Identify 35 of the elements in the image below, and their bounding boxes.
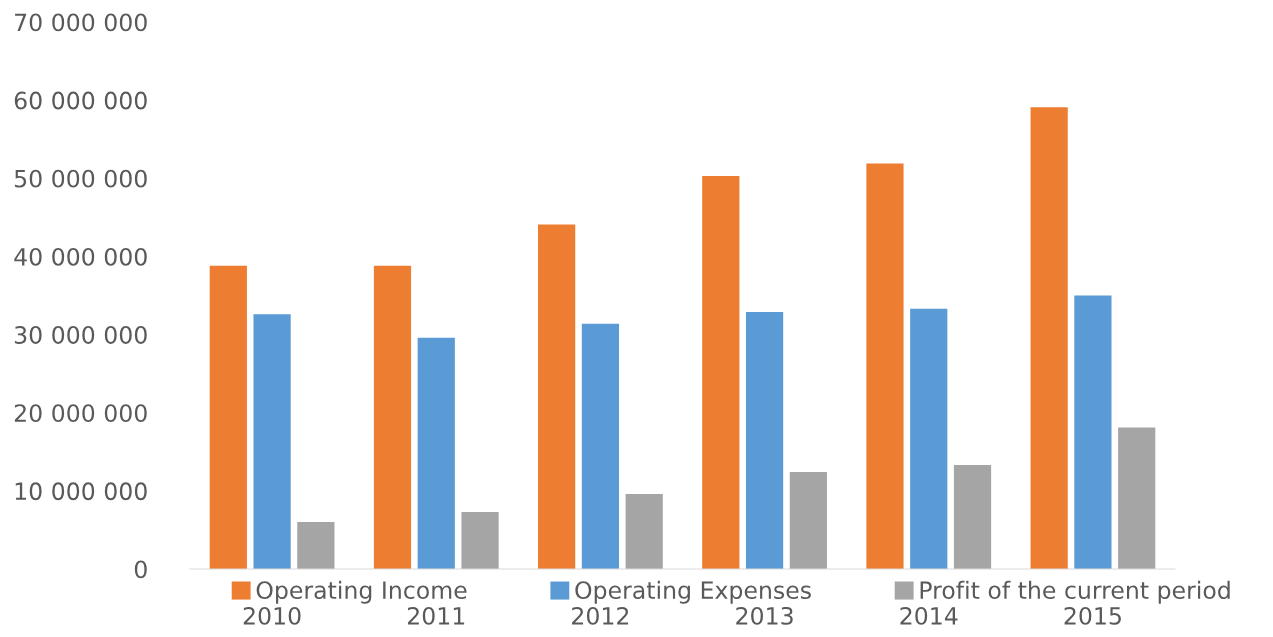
bar [373,265,412,569]
bar [581,323,620,569]
bar [625,493,663,569]
bar [745,311,784,569]
x-tick-label: 2015 [1064,606,1121,625]
bar [417,337,455,569]
bar [1118,427,1156,569]
y-tick-label: 10 000 000 [15,482,147,501]
x-tick-label: 2014 [900,606,958,625]
y-tick-label: 60 000 000 [14,91,147,110]
y-tick-label: 0 [134,560,147,579]
bar [702,175,740,569]
bar [1030,107,1068,569]
y-tick-label: 50 000 000 [14,169,147,188]
y-tick-label: 40 000 000 [14,247,147,266]
y-tick-label: 20 000 000 [14,404,147,423]
bar [953,465,992,569]
x-tick-label: 2012 [572,606,629,625]
x-tick-label: 2011 [407,606,465,625]
x-tick-label: 2010 [243,606,301,625]
bar [538,224,576,569]
y-tick-label: 30 000 000 [14,326,147,344]
bar [209,265,247,569]
bar [461,511,499,569]
bar [253,314,291,569]
bar [789,472,827,569]
bar [910,308,948,569]
y-tick-label: 70 000 000 [15,13,147,32]
x-tick-label: 2013 [736,606,793,625]
bar [297,522,335,569]
legend-label: Profit of the current period [920,580,1230,604]
legend-label: Operating Expenses [575,580,811,604]
bar [866,163,904,569]
legend-label: Operating Income [256,580,467,604]
bar [1074,295,1112,569]
